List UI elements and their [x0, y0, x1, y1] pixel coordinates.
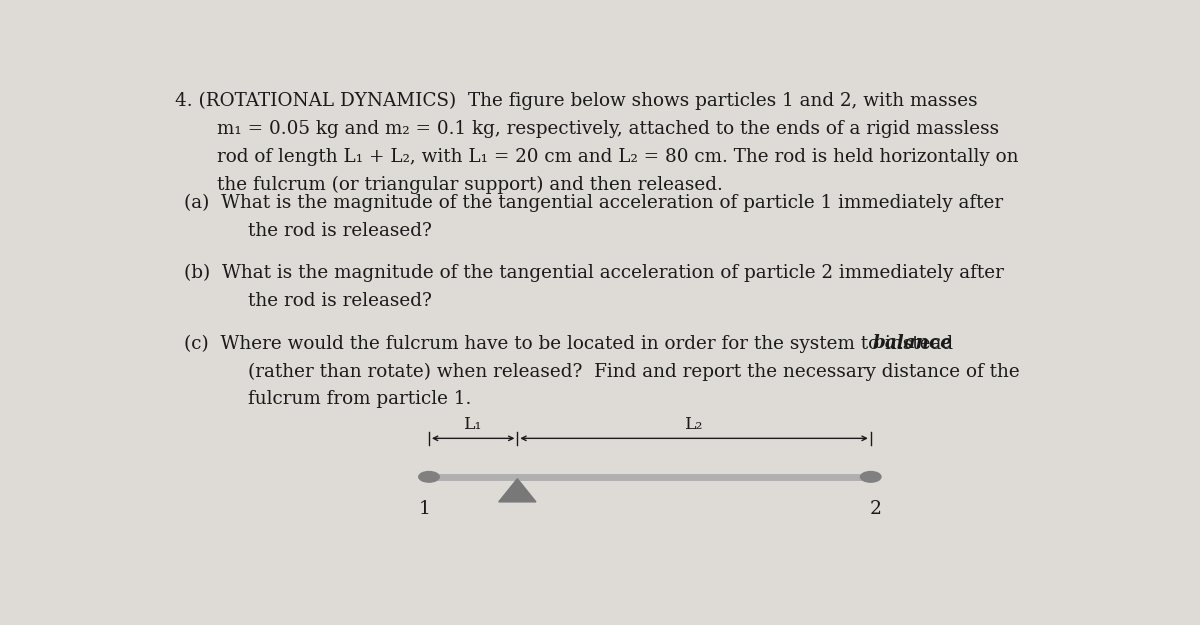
Text: rod of length L₁ + L₂, with L₁ = 20 cm and L₂ = 80 cm. The rod is held horizonta: rod of length L₁ + L₂, with L₁ = 20 cm a…: [217, 148, 1019, 166]
Text: 4. (ROTATIONAL DYNAMICS)  The figure below shows particles 1 and 2, with masses: 4. (ROTATIONAL DYNAMICS) The figure belo…: [175, 92, 978, 110]
Circle shape: [860, 471, 881, 482]
Text: (b)  What is the magnitude of the tangential acceleration of particle 2 immediat: (b) What is the magnitude of the tangent…: [185, 264, 1004, 282]
Text: L₂: L₂: [685, 416, 703, 432]
Text: fulcrum from particle 1.: fulcrum from particle 1.: [247, 390, 472, 408]
Text: balance: balance: [872, 334, 953, 352]
Text: 1: 1: [419, 500, 431, 518]
Text: m₁ = 0.05 kg and m₂ = 0.1 kg, respectively, attached to the ends of a rigid mass: m₁ = 0.05 kg and m₂ = 0.1 kg, respective…: [217, 120, 1000, 138]
Text: (c)  Where would the fulcrum have to be located in order for the system to inste: (c) Where would the fulcrum have to be l…: [185, 334, 960, 352]
Text: L₁: L₁: [464, 416, 482, 432]
Text: (a)  What is the magnitude of the tangential acceleration of particle 1 immediat: (a) What is the magnitude of the tangent…: [185, 194, 1003, 212]
Text: the fulcrum (or triangular support) and then released.: the fulcrum (or triangular support) and …: [217, 176, 722, 194]
Text: the rod is released?: the rod is released?: [247, 292, 432, 310]
Text: the rod is released?: the rod is released?: [247, 222, 432, 240]
Text: (rather than rotate) when released?  Find and report the necessary distance of t: (rather than rotate) when released? Find…: [247, 362, 1020, 381]
Text: 2: 2: [869, 500, 881, 518]
Polygon shape: [499, 479, 536, 502]
Circle shape: [419, 471, 439, 482]
